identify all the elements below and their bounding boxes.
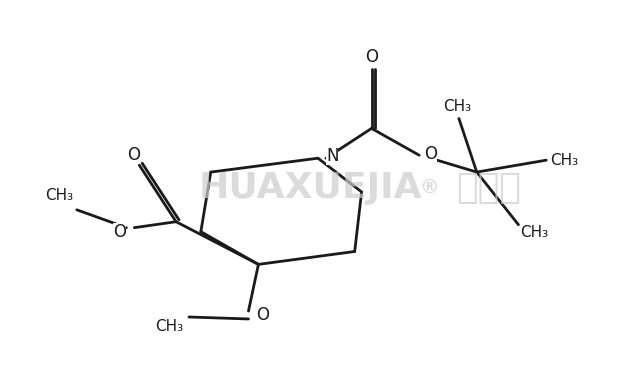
Text: CH₃: CH₃ (443, 99, 471, 114)
Text: HUAXUEJIA: HUAXUEJIA (198, 171, 422, 205)
Text: O: O (424, 145, 437, 163)
Text: 化学加: 化学加 (456, 171, 521, 205)
Text: O: O (256, 306, 269, 324)
Text: CH₃: CH₃ (155, 319, 183, 335)
Text: CH₃: CH₃ (45, 188, 73, 204)
Text: N: N (326, 147, 338, 165)
Text: CH₃: CH₃ (520, 225, 548, 240)
Text: O: O (127, 146, 140, 164)
Text: ®: ® (419, 178, 439, 198)
Text: O: O (113, 223, 126, 241)
Text: O: O (365, 48, 378, 66)
Text: CH₃: CH₃ (550, 153, 578, 168)
